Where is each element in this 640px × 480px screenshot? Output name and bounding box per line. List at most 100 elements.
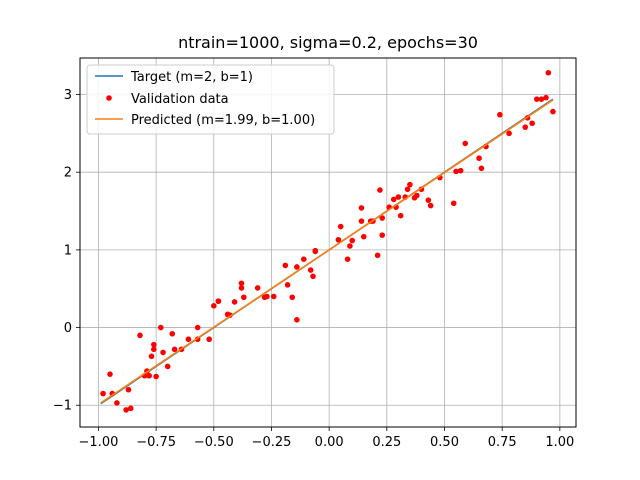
validation-point bbox=[137, 332, 143, 339]
y-axis-ticks: −1 0 1 2 3 bbox=[53, 88, 80, 414]
validation-point bbox=[125, 386, 132, 393]
x-tick-label: 0.50 bbox=[430, 435, 459, 450]
validation-point bbox=[185, 336, 192, 343]
legend-label-predicted: Predicted (m=1.99, b=1.00) bbox=[131, 113, 315, 128]
validation-point bbox=[374, 252, 381, 259]
y-tick-label: 3 bbox=[64, 88, 72, 103]
validation-point bbox=[395, 194, 402, 200]
validation-point bbox=[349, 237, 356, 244]
validation-point bbox=[358, 218, 365, 224]
validation-point bbox=[151, 346, 157, 353]
validation-point bbox=[238, 285, 245, 291]
validation-point bbox=[157, 324, 164, 331]
validation-point bbox=[545, 69, 552, 76]
y-tick-label: 1 bbox=[64, 243, 72, 258]
validation-point bbox=[153, 373, 159, 380]
validation-point bbox=[300, 256, 307, 263]
validation-point bbox=[390, 196, 397, 203]
validation-point bbox=[206, 336, 212, 343]
validation-point bbox=[294, 264, 300, 270]
validation-point bbox=[414, 192, 420, 199]
validation-point bbox=[151, 341, 157, 348]
validation-point bbox=[347, 243, 353, 249]
validation-point bbox=[284, 282, 291, 288]
validation-point bbox=[171, 346, 178, 353]
x-tick-label: 0.75 bbox=[488, 435, 517, 450]
validation-point bbox=[404, 186, 411, 193]
validation-point bbox=[450, 200, 457, 207]
validation-point bbox=[211, 303, 217, 309]
validation-point bbox=[148, 353, 155, 360]
legend-label-target: Target (m=2, b=1) bbox=[130, 70, 253, 85]
validation-point bbox=[240, 294, 247, 301]
legend: Target (m=2, b=1) Validation data Predic… bbox=[86, 64, 335, 135]
validation-point bbox=[254, 285, 261, 291]
validation-point bbox=[127, 405, 134, 412]
y-tick-label: 0 bbox=[64, 321, 72, 336]
validation-point bbox=[453, 168, 459, 175]
axes-frame bbox=[79, 57, 577, 428]
validation-point bbox=[462, 140, 469, 147]
x-axis-ticks: −1.00 −0.75 −0.50 −0.25 0.00 0.25 0.50 0.75 1.00 bbox=[79, 427, 574, 450]
validation-point bbox=[123, 407, 129, 413]
validation-point bbox=[497, 111, 503, 118]
x-tick-label: −1.00 bbox=[79, 435, 119, 450]
y-tick-label: 2 bbox=[64, 166, 72, 181]
validation-point bbox=[360, 233, 367, 240]
validation-point bbox=[289, 294, 296, 301]
validation-point bbox=[522, 124, 529, 130]
validation-point bbox=[270, 293, 277, 300]
validation-point bbox=[425, 197, 432, 203]
validation-point bbox=[379, 232, 386, 238]
validation-point bbox=[312, 247, 319, 254]
validation-point bbox=[427, 202, 434, 209]
y-tick-label: −1 bbox=[53, 399, 72, 414]
validation-point bbox=[478, 165, 485, 172]
validation-point bbox=[377, 187, 383, 193]
validation-point bbox=[344, 256, 351, 263]
series-layer bbox=[100, 69, 556, 413]
validation-point bbox=[538, 96, 545, 102]
validation-point bbox=[238, 280, 245, 287]
validation-point bbox=[533, 96, 540, 102]
validation-point bbox=[476, 155, 482, 162]
validation-point bbox=[457, 167, 464, 174]
validation-point bbox=[335, 236, 342, 243]
validation-point bbox=[282, 262, 289, 269]
validation-point bbox=[100, 390, 106, 397]
validation-point bbox=[310, 273, 316, 280]
validation-point bbox=[231, 299, 238, 305]
x-tick-label: 0.00 bbox=[315, 435, 344, 450]
validation-point bbox=[164, 363, 171, 370]
x-tick-label: 0.25 bbox=[372, 435, 401, 450]
validation-point bbox=[358, 205, 365, 211]
legend-box bbox=[86, 64, 335, 135]
validation-point bbox=[307, 267, 314, 273]
validation-point bbox=[543, 94, 549, 101]
predicted-line bbox=[100, 99, 554, 404]
validation-point bbox=[107, 371, 113, 377]
validation-point bbox=[160, 349, 166, 356]
validation-point bbox=[146, 372, 153, 379]
validation-point bbox=[379, 215, 386, 221]
validation-point bbox=[114, 400, 120, 406]
validation-point bbox=[264, 293, 270, 300]
legend-label-validation: Validation data bbox=[131, 92, 229, 107]
x-tick-label: −0.75 bbox=[136, 435, 176, 450]
validation-point bbox=[169, 330, 176, 337]
validation-point bbox=[506, 130, 512, 137]
x-tick-label: −0.50 bbox=[194, 435, 234, 450]
validation-point bbox=[194, 324, 201, 331]
validation-point bbox=[529, 120, 535, 127]
legend-swatch-validation bbox=[106, 95, 112, 101]
validation-point bbox=[215, 298, 222, 304]
chart-title: ntrain=1000, sigma=0.2, epochs=30 bbox=[178, 33, 478, 52]
validation-point bbox=[550, 108, 556, 115]
validation-point bbox=[407, 181, 413, 188]
x-tick-label: −0.25 bbox=[252, 435, 292, 450]
x-tick-label: 1.00 bbox=[545, 435, 574, 450]
validation-point bbox=[294, 316, 300, 323]
validation-point bbox=[397, 212, 404, 219]
validation-point bbox=[337, 223, 344, 230]
